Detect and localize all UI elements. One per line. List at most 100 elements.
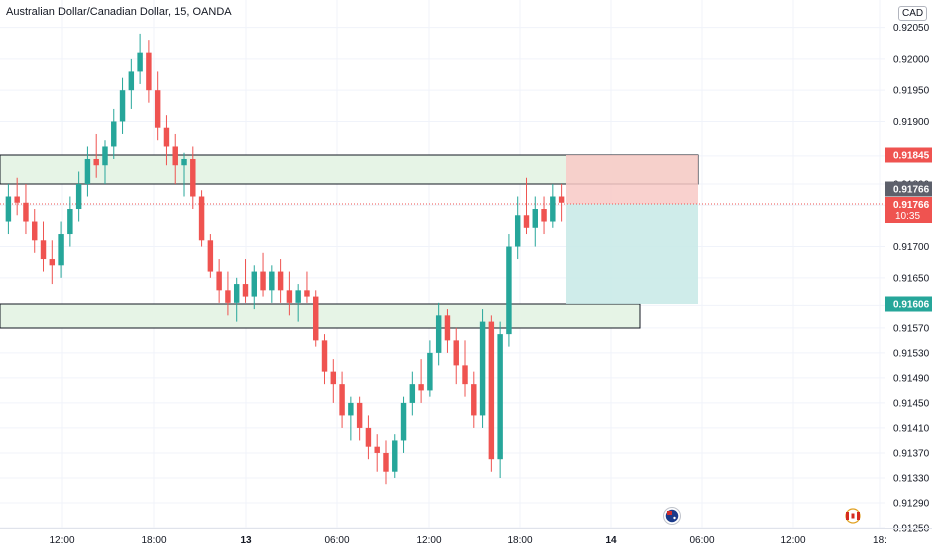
- candle[interactable]: [374, 434, 380, 472]
- candle[interactable]: [321, 334, 328, 385]
- take-profit-box[interactable]: [566, 204, 698, 304]
- candle[interactable]: [418, 359, 424, 403]
- candle[interactable]: [444, 309, 451, 353]
- candle[interactable]: [84, 146, 91, 197]
- candle[interactable]: [506, 234, 512, 347]
- candle[interactable]: [330, 359, 337, 403]
- candle-body: [418, 384, 424, 391]
- stop-price-badge[interactable]: 0.91845: [885, 147, 932, 163]
- candle[interactable]: [471, 371, 477, 428]
- candle[interactable]: [339, 371, 345, 428]
- candle[interactable]: [550, 184, 556, 228]
- candle[interactable]: [172, 133, 178, 184]
- candle-body: [23, 202, 29, 222]
- candle-body: [58, 234, 64, 266]
- candle[interactable]: [356, 396, 363, 441]
- price-tick-label: 0.91700: [893, 242, 930, 253]
- last-price-badge[interactable]: 0.91766: [885, 181, 932, 197]
- candle-body: [190, 158, 196, 197]
- time-tick-label: 18:00: [141, 535, 166, 546]
- candle[interactable]: [523, 177, 530, 235]
- time-tick-label: 13: [240, 535, 252, 546]
- candle[interactable]: [514, 196, 521, 260]
- candle[interactable]: [128, 58, 135, 109]
- candle[interactable]: [541, 196, 547, 235]
- candle[interactable]: [295, 284, 301, 322]
- candle[interactable]: [93, 133, 99, 178]
- candle[interactable]: [119, 77, 126, 134]
- candle[interactable]: [75, 171, 82, 222]
- candle-body: [374, 446, 380, 453]
- candlestick-series[interactable]: [5, 33, 565, 485]
- candle-body: [216, 271, 222, 291]
- currency-badge[interactable]: CAD: [898, 6, 928, 21]
- candle[interactable]: [286, 271, 293, 316]
- candle[interactable]: [67, 196, 73, 247]
- candle[interactable]: [137, 33, 143, 84]
- candle[interactable]: [233, 277, 240, 322]
- candle[interactable]: [409, 371, 416, 416]
- candle-body: [119, 90, 126, 122]
- candle[interactable]: [5, 184, 12, 235]
- time-tick-label: 18:: [873, 535, 887, 546]
- candle-body: [67, 209, 73, 235]
- candle[interactable]: [163, 115, 170, 166]
- support-zone[interactable]: [0, 303, 641, 329]
- candle[interactable]: [102, 140, 108, 184]
- candle[interactable]: [146, 40, 152, 103]
- candle[interactable]: [277, 259, 284, 303]
- candle[interactable]: [23, 184, 29, 235]
- candle[interactable]: [392, 434, 398, 478]
- stop-loss-box[interactable]: [566, 155, 698, 204]
- candle[interactable]: [462, 340, 468, 397]
- candle[interactable]: [111, 108, 117, 159]
- candle[interactable]: [313, 290, 319, 347]
- candle[interactable]: [14, 177, 20, 216]
- candle[interactable]: [488, 315, 495, 472]
- candle[interactable]: [304, 271, 310, 303]
- candle[interactable]: [497, 321, 503, 478]
- candle[interactable]: [383, 440, 389, 485]
- candle[interactable]: [198, 190, 205, 247]
- candle[interactable]: [479, 309, 486, 428]
- candle-body: [207, 240, 214, 272]
- candle[interactable]: [242, 259, 249, 303]
- target-price-badge[interactable]: 0.91606: [885, 296, 932, 312]
- price-axis[interactable]: [885, 0, 932, 528]
- candle[interactable]: [216, 259, 222, 303]
- time-tick-label: 12:00: [780, 535, 805, 546]
- candle[interactable]: [58, 221, 64, 278]
- candle-body: [330, 371, 337, 385]
- candle-body: [462, 365, 468, 385]
- candle[interactable]: [251, 265, 257, 310]
- candle[interactable]: [49, 240, 56, 285]
- candle-body: [137, 52, 143, 72]
- candle[interactable]: [348, 396, 354, 441]
- candle[interactable]: [558, 184, 565, 222]
- candle[interactable]: [32, 209, 38, 253]
- time-tick-label: 12:00: [49, 535, 74, 546]
- candle[interactable]: [154, 71, 161, 141]
- candle[interactable]: [269, 265, 275, 303]
- candle[interactable]: [260, 252, 266, 297]
- canada-flag-icon[interactable]: [845, 508, 861, 524]
- candle[interactable]: [190, 146, 196, 210]
- candle[interactable]: [365, 415, 372, 460]
- candle-body: [260, 271, 266, 291]
- candle-body: [392, 440, 398, 472]
- candle[interactable]: [427, 340, 433, 397]
- candle[interactable]: [40, 221, 47, 272]
- candle[interactable]: [181, 152, 187, 197]
- candle[interactable]: [532, 196, 538, 247]
- price-tick-label: 0.91370: [893, 448, 930, 459]
- candle[interactable]: [435, 302, 442, 366]
- candle[interactable]: [207, 234, 214, 278]
- australia-flag-icon[interactable]: [663, 507, 681, 525]
- svg-text:0.91845: 0.91845: [893, 151, 930, 162]
- candle[interactable]: [225, 271, 231, 316]
- candle[interactable]: [400, 396, 407, 453]
- candle-body: [479, 321, 486, 416]
- candle[interactable]: [453, 327, 459, 385]
